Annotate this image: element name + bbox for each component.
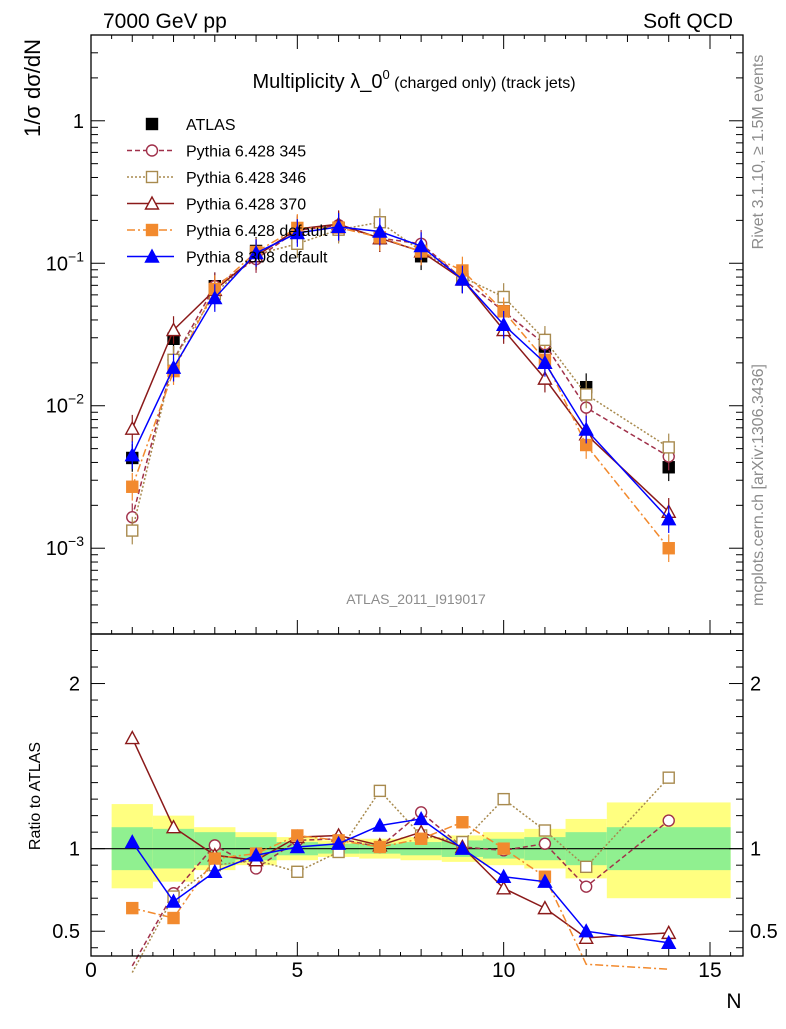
ratio-plot-area: 0 5 10 15 0.5 0.5 1 1 2 2: [52, 633, 778, 982]
main-data-point: [126, 480, 139, 493]
ratio-y-tick-label: 1: [69, 839, 80, 861]
main-data-point: [165, 359, 182, 374]
main-ylabel: 1/σ dσ/dN: [20, 39, 45, 137]
ratio-data-point: [578, 923, 594, 938]
main-y-tick-label: 10−1: [46, 248, 84, 275]
main-data-point: [662, 542, 675, 555]
legend-label: Pythia 6.428 default: [186, 223, 328, 240]
ratio-data-point: [495, 868, 512, 883]
legend-marker: [145, 223, 159, 237]
ratio-data-point: [289, 839, 306, 854]
main-data-point: [578, 421, 594, 436]
main-y-tick-label: 1: [73, 111, 84, 133]
main-data-point: [537, 370, 553, 385]
ratio-data-point: [372, 817, 388, 832]
main-data-point: [124, 447, 140, 462]
main-data-point: [126, 524, 139, 537]
ratio-data-point: [579, 880, 593, 893]
ratio-data-point: [124, 730, 140, 745]
legend: ATLAS Pythia 6.428 345 Pythia 6.428 346 Pyt…: [127, 117, 328, 267]
ratio-data-point: [330, 835, 347, 850]
main-y-tick-label: 10−3: [46, 533, 84, 560]
legend-label: Pythia 6.428 370: [186, 197, 306, 214]
ratio-data-point: [414, 832, 428, 845]
x-tick-label: 15: [698, 959, 721, 982]
legend-label: Pythia 8.308 default: [186, 250, 328, 267]
main-data-point: [579, 388, 593, 401]
x-tick-label: 0: [85, 959, 97, 982]
legend-marker: [145, 170, 159, 184]
ratio-data-point: [248, 847, 264, 862]
header-right: Soft QCD: [643, 10, 733, 33]
main-data-point: [124, 420, 140, 435]
ratio-y-tick-label: 2: [750, 674, 761, 696]
chart-title-sup: 0: [382, 67, 389, 82]
main-data-point: [207, 290, 223, 305]
main-y-tick-label: 10−2: [46, 391, 84, 418]
x-tick-label: 10: [492, 959, 515, 982]
legend-label: ATLAS: [186, 117, 236, 134]
main-data-point: [289, 225, 306, 240]
rivet-label: Rivet 3.1.10, ≥ 1.5M events: [750, 55, 767, 250]
analysis-watermark: ATLAS_2011_I919017: [346, 591, 486, 607]
ratio-data-point: [208, 852, 221, 865]
main-data-point: [454, 271, 471, 286]
mcplots-label: mcplots.cern.ch [arXiv:1306.3436]: [750, 364, 767, 606]
main-data-point: [413, 238, 429, 253]
ratio-data-point: [454, 840, 471, 855]
main-data-point: [662, 441, 675, 454]
main-data-point: [538, 333, 552, 347]
legend-marker: [144, 195, 160, 210]
ratio-data-point: [662, 771, 675, 784]
legend-marker: [144, 248, 160, 263]
chart-title: Multiplicity λ_00 (charged only) (track …: [252, 67, 575, 93]
legend-marker: [145, 144, 159, 157]
legend-marker: [145, 117, 159, 131]
ratio-data-point: [207, 863, 223, 878]
ratio-data-point: [495, 880, 512, 895]
chart-title-main: Multiplicity λ_0: [252, 71, 382, 93]
ratio-data-point: [167, 911, 180, 925]
ratio-y-tick-label: 2: [69, 674, 80, 696]
ratio-data-point: [661, 934, 677, 949]
ratio-xlabel: N: [726, 990, 741, 1013]
main-data-point: [661, 511, 677, 526]
main-data-point: [372, 223, 388, 238]
main-data-point: [165, 322, 182, 337]
main-data-point: [248, 245, 264, 260]
legend-label: Pythia 6.428 346: [186, 170, 306, 187]
ratio-data-point: [373, 784, 387, 798]
ratio-data-point: [373, 840, 387, 854]
ratio-data-point: [662, 814, 675, 827]
ratio-frame: [90, 633, 744, 957]
chart-title-suffix: (charged only) (track jets): [390, 75, 576, 92]
x-tick-label: 5: [291, 959, 303, 982]
main-plot-area: 10−3 10−2 10−1 1: [46, 34, 744, 956]
ratio-data-point: [291, 865, 304, 878]
legend-label: Pythia 6.428 345: [186, 144, 306, 161]
ratio-data-point: [124, 834, 140, 849]
ratio-y-tick-label: 0.5: [52, 921, 80, 943]
main-data-point: [537, 354, 553, 370]
ratio-data-point: [497, 792, 510, 806]
ratio-data-point: [165, 893, 182, 908]
main-data-point: [330, 218, 347, 234]
ratio-data-point: [538, 824, 552, 837]
ratio-y-tick-label: 1: [750, 839, 761, 861]
ratio-data-point: [165, 819, 182, 834]
ratio-data-point: [537, 873, 553, 888]
ratio-data-point: [538, 837, 552, 850]
ratio-data-point: [413, 810, 429, 826]
ratio-ylabel: Ratio to ATLAS: [27, 742, 44, 850]
ratio-data-point: [579, 860, 593, 874]
ratio-y-tick-label: 0.5: [750, 921, 778, 943]
ratio-data-point: [497, 842, 510, 855]
header-left: 7000 GeV pp: [103, 10, 227, 33]
ratio-data-point: [126, 901, 139, 915]
main-data-point: [495, 316, 512, 331]
ratio-data-point: [537, 900, 553, 915]
ratio-data-point: [456, 816, 469, 829]
